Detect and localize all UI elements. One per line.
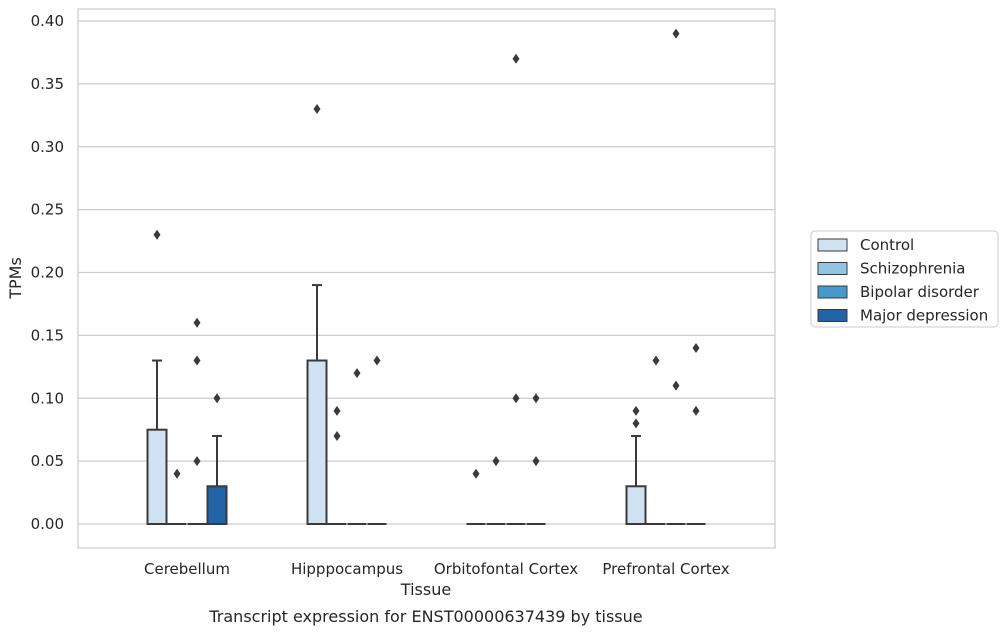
outlier-point — [213, 393, 221, 404]
outlier-point — [652, 355, 660, 366]
y-tick-label: 0.30 — [31, 138, 64, 156]
box — [625, 405, 647, 525]
legend-swatch — [817, 309, 848, 322]
box — [187, 317, 207, 525]
outlier-point — [353, 368, 361, 379]
x-axis-ticks: Cerebellum Hipppocampus Orbitofontal Corte… — [144, 560, 730, 578]
legend-label: Bipolar disorder — [860, 283, 980, 301]
box — [466, 468, 486, 525]
legend-swatch — [817, 262, 848, 275]
y-tick-label: 0.15 — [31, 326, 64, 344]
y-tick-label: 0.10 — [31, 389, 64, 407]
outlier-point — [193, 355, 201, 366]
box — [506, 53, 526, 525]
outlier-point — [373, 355, 381, 366]
y-tick-label: 0.35 — [31, 75, 64, 93]
y-tick-label: 0.25 — [31, 201, 64, 219]
chart-caption: Transcript expression for ENST0000063743… — [208, 607, 642, 626]
legend: Control Schizophrenia Bipolar disorder Majo… — [810, 230, 999, 328]
y-axis-ticks: 0.00 0.05 0.10 0.15 0.20 0.25 0.30 0.35 0.40 — [31, 12, 64, 533]
x-tick-label: Orbitofontal Cortex — [434, 560, 578, 578]
box — [206, 393, 228, 525]
y-tick-label: 0.20 — [31, 264, 64, 282]
plot-frame — [77, 8, 776, 549]
outlier-point — [313, 104, 321, 115]
box — [486, 456, 506, 525]
outlier-point — [672, 28, 680, 39]
x-tick-label: Hipppocampus — [291, 560, 403, 578]
legend-swatch — [817, 285, 848, 299]
box — [146, 229, 168, 525]
box — [167, 468, 187, 525]
outlier-point — [472, 468, 480, 479]
outlier-point — [692, 405, 700, 416]
box — [347, 368, 367, 525]
box — [646, 355, 666, 525]
box-body — [306, 359, 328, 525]
outlier-point — [532, 393, 540, 404]
legend-label: Control — [860, 236, 914, 254]
x-tick-label: Prefrontal Cortex — [602, 560, 729, 578]
outlier-point — [512, 393, 520, 404]
outlier-point — [532, 456, 540, 467]
y-tick-label: 0.00 — [31, 515, 64, 533]
box — [686, 342, 706, 525]
x-tick-label: Cerebellum — [144, 560, 230, 578]
y-axis-label: TPMs — [6, 257, 25, 300]
x-axis-label: Tissue — [400, 580, 451, 599]
outlier-point — [193, 317, 201, 328]
box-body — [146, 428, 168, 525]
box-body — [206, 485, 228, 525]
outlier-point — [632, 405, 640, 416]
box — [666, 28, 686, 525]
legend-label: Major depression — [860, 307, 988, 325]
box — [306, 104, 328, 525]
legend-swatch — [817, 238, 848, 252]
box-body — [625, 485, 647, 525]
outlier-point — [512, 53, 520, 64]
box — [526, 393, 546, 525]
box — [367, 355, 387, 525]
legend-label: Schizophrenia — [860, 260, 965, 278]
outlier-point — [153, 229, 161, 240]
outlier-point — [333, 430, 341, 441]
y-tick-label: 0.05 — [31, 452, 64, 470]
legend-frame — [810, 230, 999, 328]
outlier-point — [632, 418, 640, 429]
box-series — [146, 28, 706, 525]
outlier-point — [692, 342, 700, 353]
outlier-point — [672, 380, 680, 391]
outlier-point — [333, 405, 341, 416]
outlier-point — [193, 456, 201, 467]
outlier-point — [173, 468, 181, 479]
outlier-point — [492, 456, 500, 467]
y-tick-label: 0.40 — [31, 12, 64, 30]
gridlines — [78, 20, 775, 525]
box — [327, 405, 347, 525]
